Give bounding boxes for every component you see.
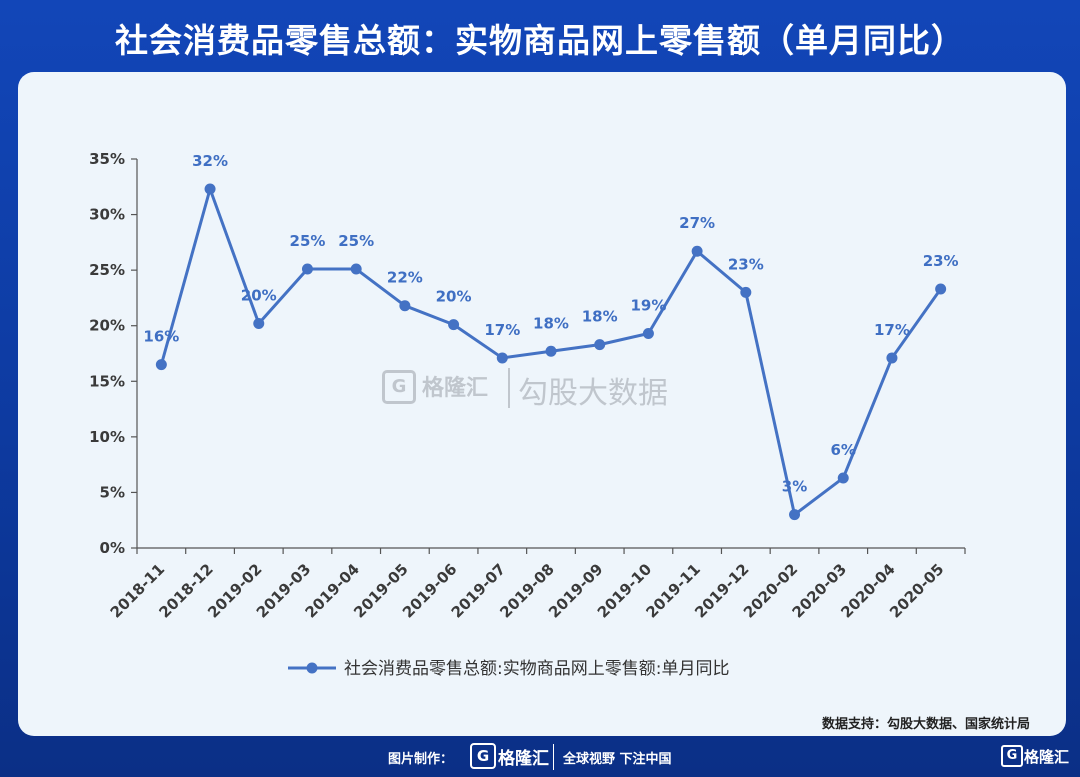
corner-logo-icon: G <box>1001 745 1023 767</box>
data-point <box>886 352 898 364</box>
data-label: 25% <box>338 232 374 250</box>
data-label: 20% <box>436 288 472 306</box>
chart-axes <box>131 158 966 554</box>
data-label: 18% <box>533 314 569 332</box>
y-tick-label: 20% <box>89 317 125 335</box>
footer-divider <box>553 744 554 770</box>
data-label: 23% <box>728 255 764 273</box>
data-label: 20% <box>241 286 277 304</box>
y-tick-label: 5% <box>100 483 125 501</box>
data-point <box>399 300 411 312</box>
data-label: 27% <box>679 214 715 232</box>
data-label: 6% <box>831 441 856 459</box>
data-label: 17% <box>874 321 910 339</box>
data-point <box>789 509 801 521</box>
watermark-logo-icon: G <box>382 370 416 404</box>
data-point <box>740 286 752 298</box>
data-point <box>350 263 362 275</box>
corner-brand: 格隆汇 <box>1024 748 1070 766</box>
data-point <box>496 352 508 364</box>
data-label: 16% <box>143 328 179 346</box>
data-label: 23% <box>923 252 959 270</box>
data-point <box>448 319 460 331</box>
y-tick-label: 25% <box>89 261 125 279</box>
data-label: 3% <box>782 478 807 496</box>
data-point <box>301 263 313 275</box>
footer-logo-icon: G <box>470 743 496 769</box>
data-label: 32% <box>192 152 228 170</box>
legend-marker-icon <box>306 662 318 674</box>
watermark-text: 勾股大数据 <box>518 376 668 411</box>
data-point <box>545 345 557 357</box>
y-tick-label: 10% <box>89 428 125 446</box>
data-point <box>594 339 606 351</box>
footer-credit: 图片制作： <box>388 752 454 767</box>
data-label: 25% <box>290 232 326 250</box>
data-label: 17% <box>484 321 520 339</box>
footer-bar: 图片制作： G 格隆汇 全球视野 下注中国 <box>0 738 1080 777</box>
data-point <box>155 359 167 371</box>
data-label: 22% <box>387 269 423 287</box>
y-tick-label: 15% <box>89 372 125 390</box>
y-tick-label: 0% <box>100 539 125 557</box>
data-point <box>935 283 947 295</box>
chart-panel <box>18 72 1066 736</box>
series-group: 16% 32% 20% 25% 25% 22% 20% 17% 18% 18% 19% 27% 23% 3… <box>143 152 959 521</box>
data-point <box>204 183 216 195</box>
footer-brand: 格隆汇 <box>498 749 549 769</box>
data-label: 18% <box>582 308 618 326</box>
y-tick-label: 30% <box>89 206 125 224</box>
data-point <box>691 245 703 257</box>
footer-slogan: 全球视野 下注中国 <box>563 752 672 767</box>
source-note: 数据支持：勾股大数据、国家统计局 <box>821 717 1030 732</box>
data-point <box>642 327 654 339</box>
data-point <box>837 472 849 484</box>
data-label: 19% <box>630 296 666 314</box>
legend: 社会消费品零售总额:实物商品网上零售额:单月同比 <box>288 659 729 679</box>
watermark-divider <box>508 368 510 408</box>
watermark-brand: 格隆汇 <box>422 376 489 401</box>
legend-label: 社会消费品零售总额:实物商品网上零售额:单月同比 <box>344 659 729 679</box>
y-tick-labels: 0% 5% 10% 15% 20% 25% 30% 35% <box>89 150 125 557</box>
y-tick-label: 35% <box>89 150 125 168</box>
data-point <box>253 317 265 329</box>
x-tick-labels: 2018-112018-122019-022019-032019-042019-… <box>107 560 948 621</box>
page-title: 社会消费品零售总额：实物商品网上零售额（单月同比） <box>115 21 965 60</box>
